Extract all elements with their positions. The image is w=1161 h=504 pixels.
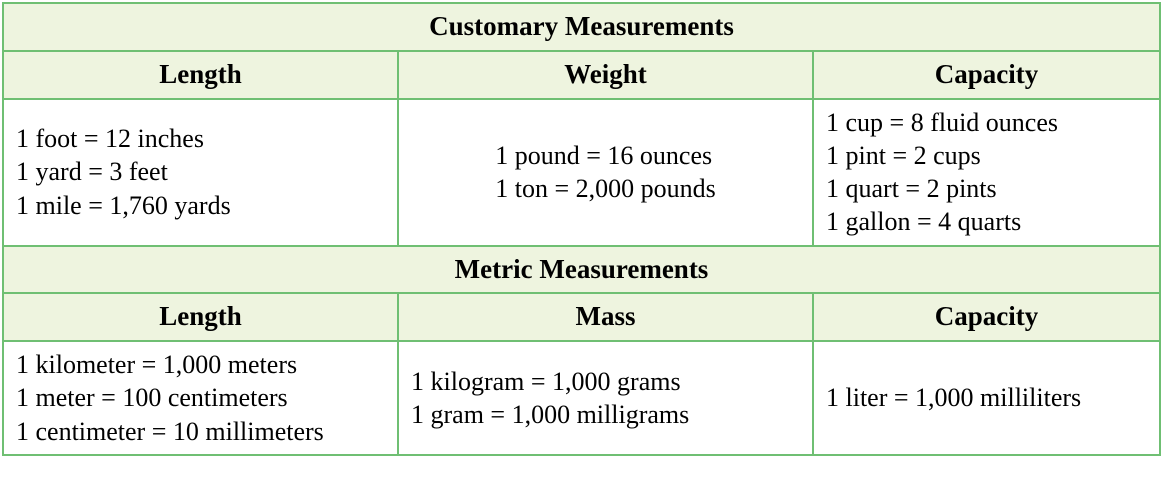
metric-header-capacity: Capacity xyxy=(813,293,1160,341)
customary-weight-cell: 1 pound = 16 ounces 1 ton = 2,000 pounds xyxy=(398,99,813,246)
customary-title: Customary Measurements xyxy=(3,3,1160,51)
metric-header-length: Length xyxy=(3,293,398,341)
customary-weight-0: 1 pound = 16 ounces xyxy=(495,139,716,172)
customary-capacity-cell: 1 cup = 8 fluid ounces 1 pint = 2 cups 1… xyxy=(813,99,1160,246)
measurements-table: Customary Measurements Length Weight Cap… xyxy=(2,2,1161,456)
metric-mass-1: 1 gram = 1,000 milligrams xyxy=(411,398,800,431)
customary-length-1: 1 yard = 3 feet xyxy=(16,155,385,188)
customary-weight-1: 1 ton = 2,000 pounds xyxy=(495,172,716,205)
customary-length-cell: 1 foot = 12 inches 1 yard = 3 feet 1 mil… xyxy=(3,99,398,246)
metric-title: Metric Measurements xyxy=(3,246,1160,294)
customary-capacity-2: 1 quart = 2 pints xyxy=(826,172,1147,205)
customary-length-2: 1 mile = 1,760 yards xyxy=(16,189,385,222)
customary-capacity-0: 1 cup = 8 fluid ounces xyxy=(826,106,1147,139)
customary-capacity-3: 1 gallon = 4 quarts xyxy=(826,205,1147,238)
metric-length-0: 1 kilometer = 1,000 meters xyxy=(16,348,385,381)
metric-mass-cell: 1 kilogram = 1,000 grams 1 gram = 1,000 … xyxy=(398,341,813,455)
customary-header-weight: Weight xyxy=(398,51,813,99)
metric-capacity-0: 1 liter = 1,000 milliliters xyxy=(826,381,1147,414)
customary-header-capacity: Capacity xyxy=(813,51,1160,99)
metric-mass-0: 1 kilogram = 1,000 grams xyxy=(411,365,800,398)
customary-length-0: 1 foot = 12 inches xyxy=(16,122,385,155)
metric-length-1: 1 meter = 100 centimeters xyxy=(16,381,385,414)
metric-length-cell: 1 kilometer = 1,000 meters 1 meter = 100… xyxy=(3,341,398,455)
metric-header-mass: Mass xyxy=(398,293,813,341)
customary-capacity-1: 1 pint = 2 cups xyxy=(826,139,1147,172)
metric-capacity-cell: 1 liter = 1,000 milliliters xyxy=(813,341,1160,455)
customary-header-length: Length xyxy=(3,51,398,99)
metric-length-2: 1 centimeter = 10 millimeters xyxy=(16,415,385,448)
